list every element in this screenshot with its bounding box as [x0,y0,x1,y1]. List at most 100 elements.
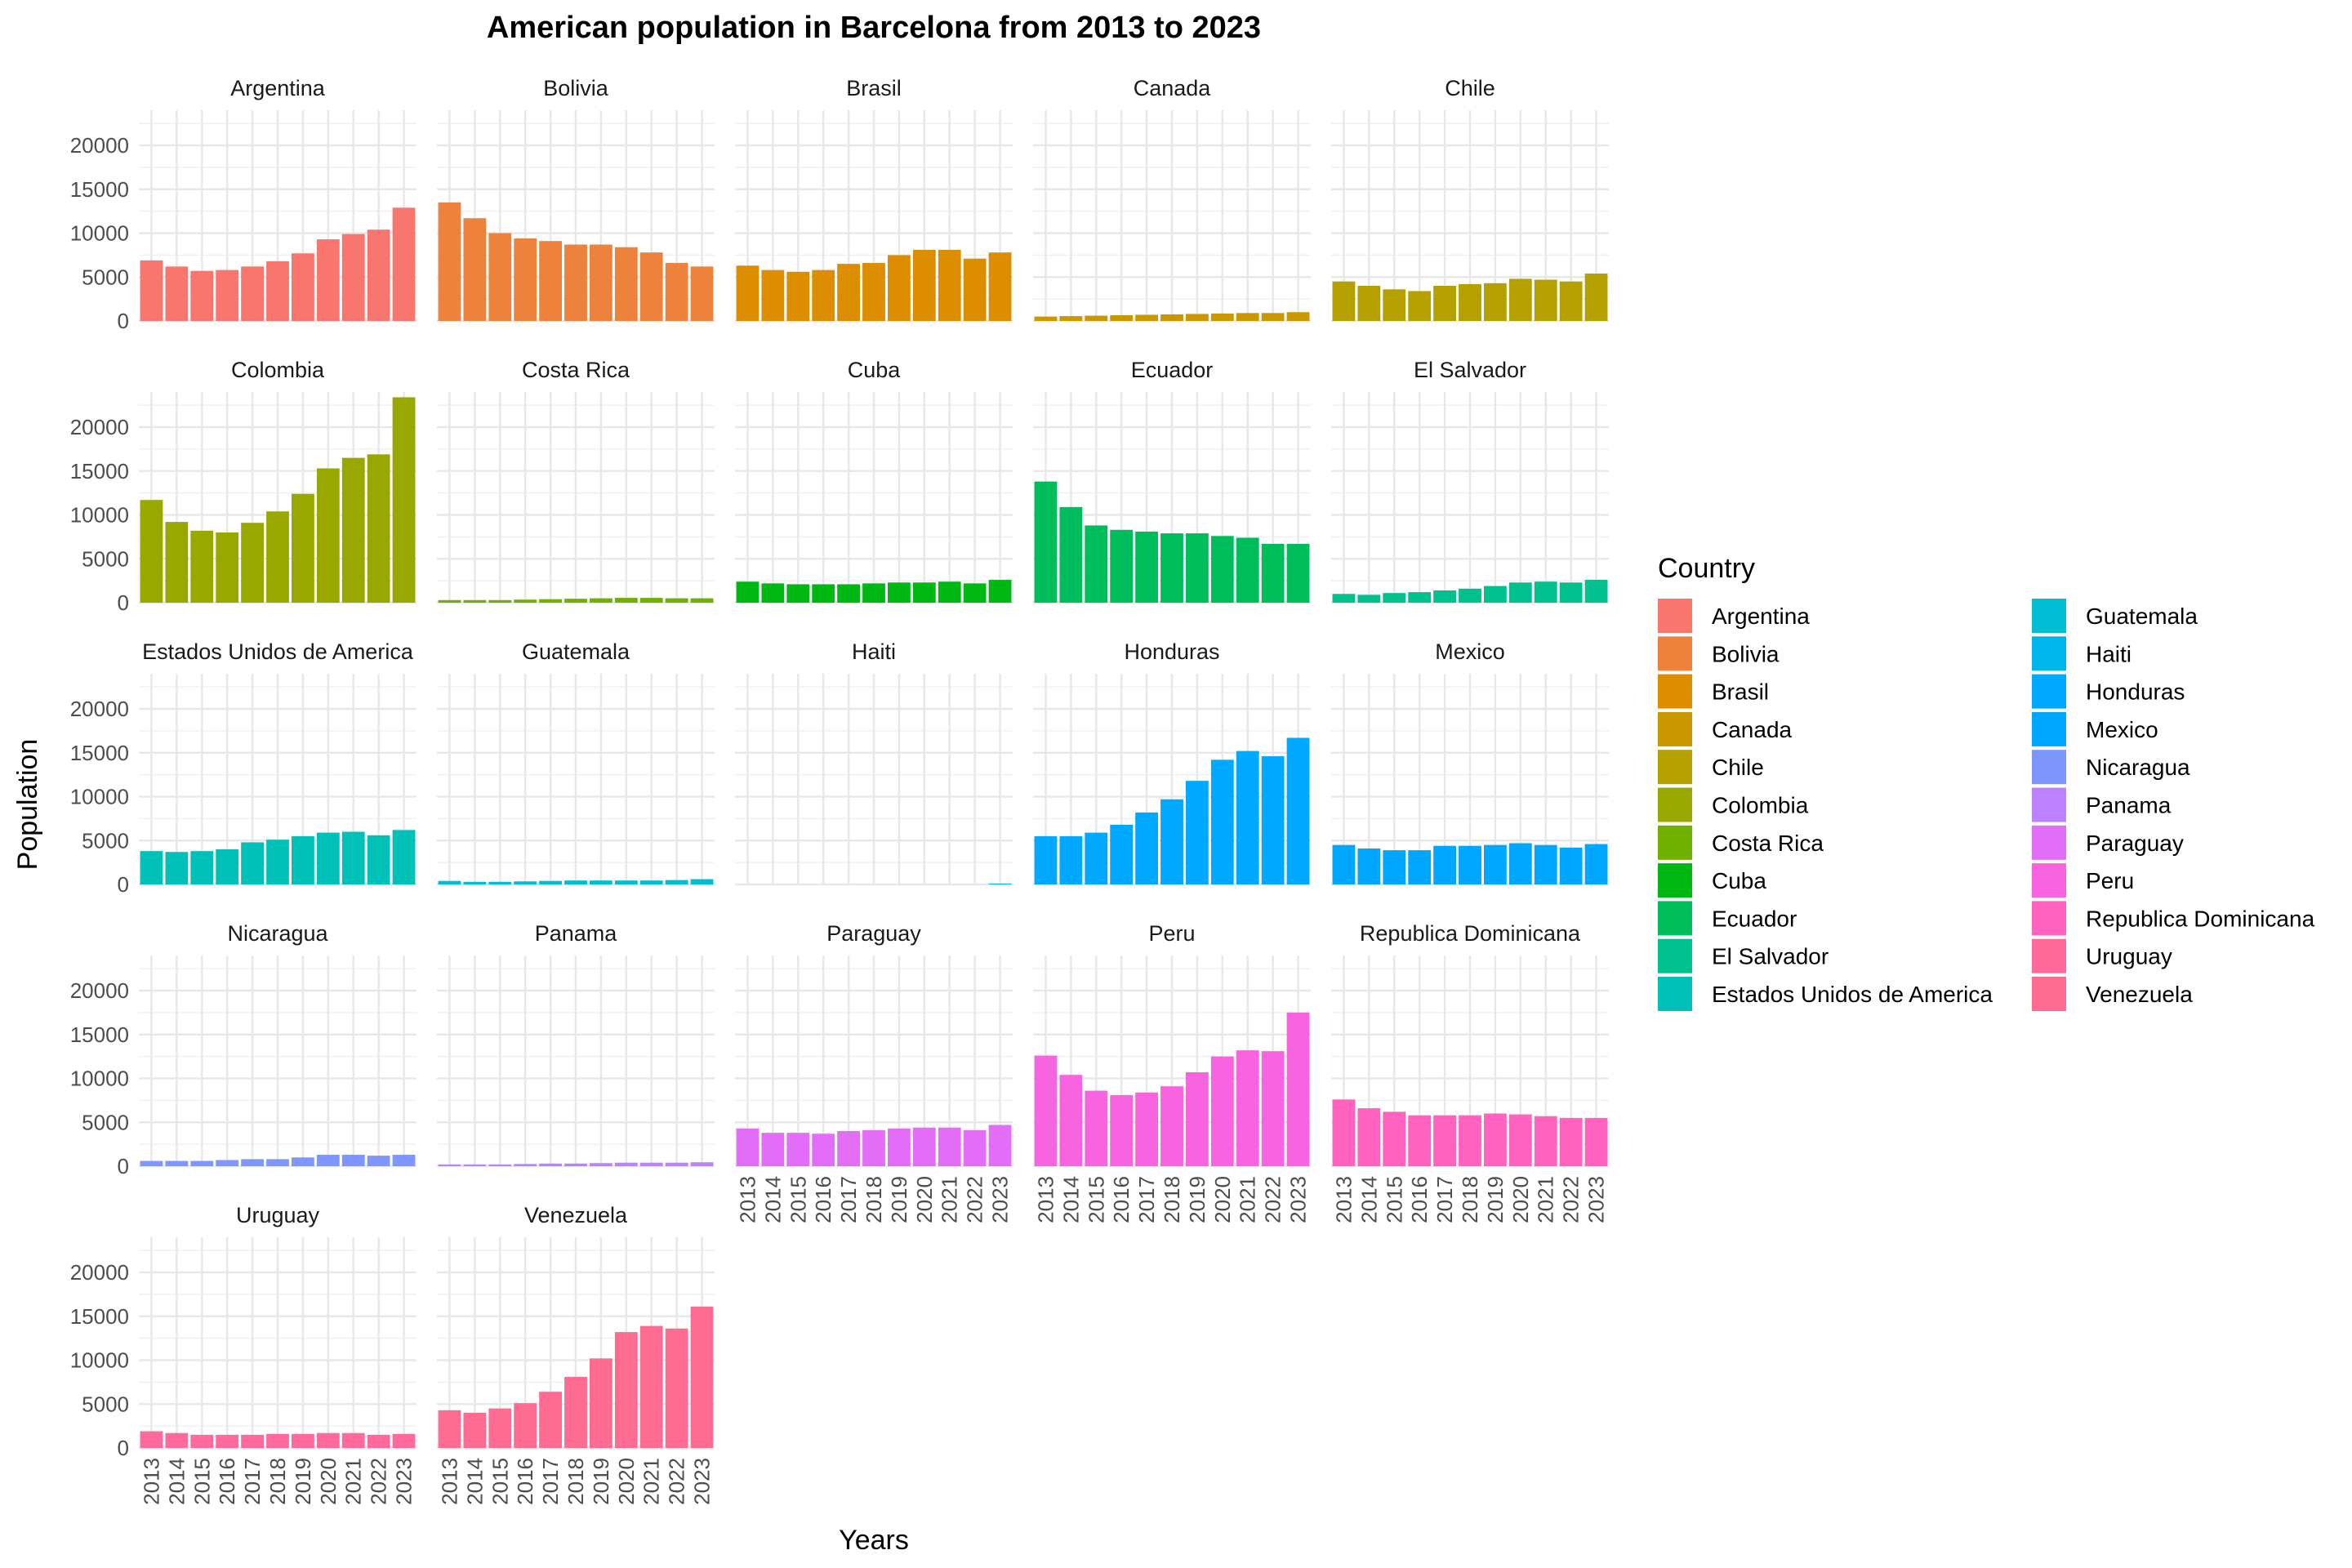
x-tick-label: 2015 [786,1176,810,1223]
bar-uruguay-2023 [392,1433,416,1448]
bar-bolivia-2013 [438,202,461,321]
bar-paraguay-2013 [736,1128,760,1166]
legend-item-estados-unidos-de-america: Estados Unidos de America [1658,977,1993,1011]
bar-guatemala-2016 [514,881,537,884]
bar-bolivia-2018 [564,244,587,321]
x-axis-label: Years [839,1525,909,1556]
bar-colombia-2022 [367,454,390,603]
bar-honduras-2018 [1160,799,1183,884]
panel-colombia: Colombia 0 5000 10000 15000 20000 [70,358,416,615]
bar-argentina-2020 [316,239,340,321]
bar-panama-2013 [438,1164,461,1166]
y-tick-label: 20000 [70,415,129,439]
x-tick-label: 2014 [462,1458,487,1505]
x-tick-label: 2020 [912,1176,937,1223]
facet-strip-label: Panama [535,921,618,946]
bar-honduras-2017 [1135,812,1158,884]
y-tick-label: 5000 [82,828,129,853]
legend-swatch [1658,636,1692,671]
bar-bolivia-2023 [690,266,714,321]
bar-uruguay-2016 [216,1434,239,1448]
x-tick-label: 2013 [437,1458,461,1505]
facet-strip-label: Ecuador [1131,358,1214,382]
bar-cuba-2014 [761,583,785,603]
bar-estados-unidos-de-america-2015 [190,851,214,884]
bar-canada-2013 [1034,316,1058,321]
bar-republica-dominicana-2016 [1408,1115,1432,1166]
facet-strip-label: Brasil [846,76,902,100]
bar-canada-2023 [1286,312,1310,321]
bar-nicaragua-2016 [216,1160,239,1166]
bar-cuba-2017 [837,584,860,603]
x-tick-label: 2019 [589,1458,613,1505]
bar-mexico-2019 [1484,844,1507,884]
bar-peru-2022 [1261,1051,1285,1166]
bar-uruguay-2021 [341,1432,365,1448]
bar-el-salvador-2017 [1433,590,1456,603]
legend-item-mexico: Mexico [2032,711,2158,746]
x-tick-label: 2014 [760,1176,785,1223]
facet-strip-label: Peru [1148,921,1195,946]
y-tick-label: 15000 [70,177,129,202]
bar-mexico-2013 [1332,844,1356,884]
bar-guatemala-2021 [639,880,663,884]
legend-item-costa-rica: Costa Rica [1658,825,1824,860]
legend-item-uruguay: Uruguay [2032,938,2172,973]
y-tick-label: 5000 [82,1392,129,1416]
bar-nicaragua-2013 [140,1160,163,1166]
bar-canada-2019 [1186,314,1209,321]
x-tick-label: 2017 [1432,1176,1457,1223]
bar-venezuela-2021 [639,1325,663,1448]
legend-item-honduras: Honduras [2032,674,2185,709]
bar-panama-2021 [639,1162,663,1166]
facet-strip-label: Argentina [230,76,326,100]
bar-chile-2022 [1559,281,1583,321]
legend-swatch [2032,977,2066,1011]
bar-panama-2019 [590,1163,612,1166]
legend-label: Paraguay [2086,831,2184,856]
bar-el-salvador-2018 [1459,588,1481,603]
bar-cuba-2020 [912,582,936,603]
legend-label: Venezuela [2086,982,2193,1007]
bar-panama-2016 [514,1164,537,1166]
bar-estados-unidos-de-america-2020 [316,832,340,884]
legend-swatch [2032,674,2066,709]
legend-label: Chile [1712,755,1764,780]
panel-haiti: Haiti [735,639,1013,886]
bar-guatemala-2019 [590,880,612,884]
legend-label: Panama [2086,793,2172,818]
y-tick-label: 15000 [70,459,129,483]
legend-item-paraguay: Paraguay [2032,825,2184,860]
bar-mexico-2015 [1383,850,1406,884]
y-tick-label: 15000 [70,1022,129,1047]
x-tick-label: 2013 [1331,1176,1356,1223]
legend-item-cuba: Cuba [1658,863,1766,898]
bar-costa-rica-2019 [590,598,612,603]
x-tick-label: 2021 [1534,1176,1558,1223]
y-tick-label: 10000 [70,221,129,246]
legend-label: Canada [1712,717,1793,742]
x-tick-label: 2021 [938,1176,962,1223]
bar-argentina-2019 [292,253,314,321]
x-tick-label: 2017 [836,1176,861,1223]
bar-costa-rica-2014 [463,599,487,603]
x-tick-label: 2023 [1286,1176,1311,1223]
bar-brasil-2022 [963,258,987,321]
bar-venezuela-2015 [488,1408,512,1448]
x-tick-label: 2020 [316,1458,341,1505]
bar-colombia-2017 [241,523,264,603]
bar-venezuela-2022 [665,1328,688,1448]
facet-strip-label: Haiti [852,639,896,664]
x-tick-label: 2017 [538,1458,563,1505]
bar-el-salvador-2016 [1408,592,1432,603]
bar-uruguay-2019 [292,1433,314,1448]
bar-guatemala-2013 [438,880,461,884]
bar-chile-2020 [1508,278,1532,321]
bar-guatemala-2014 [463,881,487,884]
panel-panama: Panama [437,921,715,1168]
y-tick-label: 20000 [70,133,129,158]
bar-chile-2015 [1383,289,1406,321]
bar-republica-dominicana-2013 [1332,1099,1356,1166]
bar-mexico-2022 [1559,847,1583,884]
bar-republica-dominicana-2022 [1559,1117,1583,1166]
